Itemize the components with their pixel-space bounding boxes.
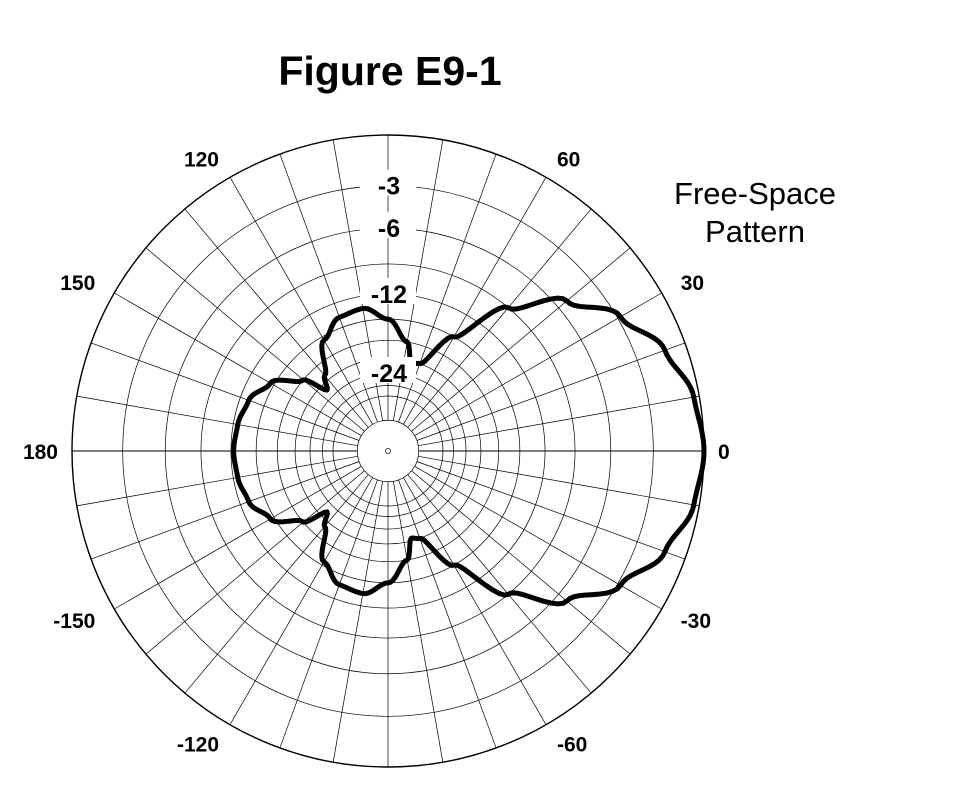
- radial-tick-labels: -3 -6 -12 -24: [360, 169, 416, 388]
- grid-spoke: [414, 292, 662, 436]
- angle-label: -30: [681, 610, 711, 633]
- angle-label: -150: [53, 610, 95, 633]
- grid-spoke: [76, 455, 358, 507]
- grid-spoke: [114, 466, 362, 610]
- radial-label-bg: [360, 278, 416, 304]
- grid-spoke: [90, 342, 360, 441]
- grid-spoke: [416, 461, 686, 560]
- angle-label: 0: [718, 441, 730, 464]
- angle-tick-labels: 0 30 60 120 150 180 -150 -120 -60 -30: [23, 148, 730, 756]
- radial-label-bg: [360, 357, 416, 383]
- angle-label: 120: [184, 148, 219, 171]
- radial-label: -24: [371, 360, 407, 388]
- grid-spoke: [403, 177, 547, 425]
- grid-spoke: [229, 477, 373, 725]
- angle-label: -60: [557, 734, 587, 757]
- grid-spoke: [76, 395, 358, 447]
- radial-label: -6: [378, 215, 400, 243]
- subtitle-line-1: Free-Space: [674, 176, 836, 211]
- angle-label: -120: [177, 734, 219, 757]
- angle-label: 180: [23, 441, 58, 464]
- grid-ring: [356, 419, 420, 483]
- grid-spoke: [145, 470, 365, 655]
- grid-spoke: [411, 470, 631, 655]
- grid-spoke: [418, 395, 700, 447]
- grid-spoke: [418, 455, 700, 507]
- grid-spoke: [407, 474, 592, 694]
- radial-label-bg: [360, 169, 416, 196]
- grid-spoke: [414, 466, 662, 610]
- pattern-series: [231, 295, 707, 607]
- grid-spoke: [407, 208, 592, 428]
- grid-spoke: [90, 461, 360, 560]
- angle-label: 60: [557, 148, 580, 171]
- grid-center: [385, 448, 391, 454]
- grid-spoke: [145, 247, 365, 432]
- grid-spoke: [398, 479, 497, 749]
- radial-label: -12: [371, 281, 407, 309]
- grid-spoke: [279, 479, 378, 749]
- grid-spoke: [332, 481, 384, 763]
- subtitle-line-2: Pattern: [705, 214, 805, 249]
- grid-spoke: [392, 481, 444, 763]
- grid-spoke: [184, 474, 369, 694]
- grid-spoke: [403, 477, 547, 725]
- radial-label: -3: [378, 173, 400, 201]
- grid-spoke: [411, 247, 631, 432]
- angle-label: 30: [681, 272, 704, 295]
- radial-label-bg: [360, 212, 416, 239]
- grid-spoke: [114, 292, 362, 436]
- chart-title: Figure E9-1: [278, 48, 502, 94]
- angle-label: 150: [60, 272, 95, 295]
- grid-spoke: [229, 177, 373, 425]
- pattern-line: [231, 295, 707, 607]
- chart-subtitle: Free-Space Pattern: [650, 175, 860, 251]
- grid-spoke: [416, 342, 686, 441]
- grid-spoke: [184, 208, 369, 428]
